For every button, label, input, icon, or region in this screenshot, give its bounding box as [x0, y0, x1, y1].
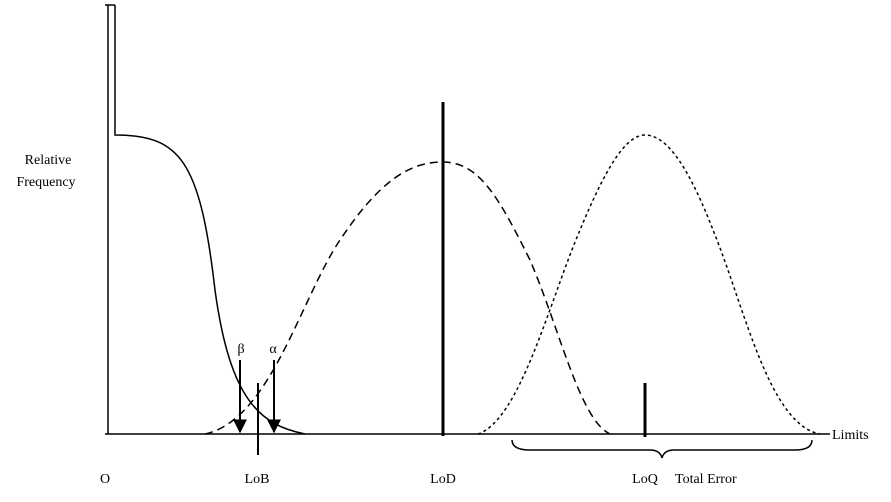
- x-label: Limits: [832, 428, 869, 443]
- total-error-brace: [511, 439, 813, 459]
- marker-label: LoD: [430, 472, 456, 487]
- y-label: Relative: [25, 153, 72, 168]
- brace-label: Total Error: [675, 472, 737, 487]
- arrow-label: α: [269, 342, 277, 357]
- marker-label: LoQ: [632, 472, 658, 487]
- loq-curve: [477, 134, 821, 435]
- arrow-label: β: [237, 342, 244, 357]
- blank-curve: [114, 5, 306, 435]
- marker-label: LoB: [245, 472, 270, 487]
- lod-curve: [204, 161, 611, 435]
- y-label: Frequency: [16, 175, 75, 190]
- marker-label: O: [100, 472, 110, 487]
